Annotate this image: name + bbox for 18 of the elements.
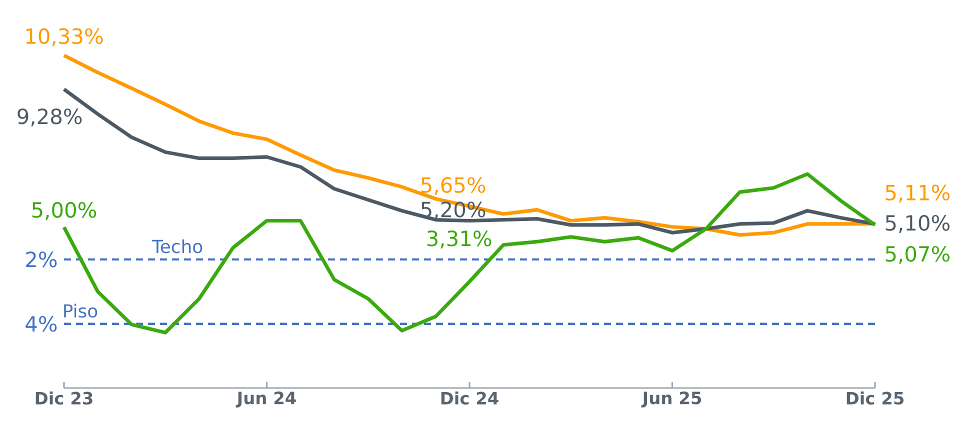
x-tick-label: Jun 25 bbox=[641, 392, 702, 408]
data-label: 5,00% bbox=[32, 202, 96, 220]
text: 4% bbox=[26, 316, 57, 332]
text: 2% bbox=[26, 252, 57, 268]
data-label: 5,20% bbox=[421, 202, 486, 220]
x-tick-label: Dic 24 bbox=[441, 392, 498, 405]
data-label: 5,10% bbox=[886, 214, 950, 233]
data-label: 5,65% bbox=[421, 177, 486, 196]
ref-line-label: Techo bbox=[152, 239, 202, 254]
x-tick-label: Dic 25 bbox=[846, 392, 904, 405]
data-label: 10,33% bbox=[26, 28, 103, 46]
data-label: 5,07% bbox=[886, 246, 950, 264]
x-tick-label: Jun 24 bbox=[236, 392, 296, 408]
x-tick-label: Dic 23 bbox=[36, 392, 92, 405]
data-label: 3,31% bbox=[427, 230, 492, 248]
ref-line-label: Piso bbox=[64, 304, 98, 318]
data-label: 5,11% bbox=[886, 184, 950, 203]
data-label: 9,28% bbox=[18, 108, 82, 126]
